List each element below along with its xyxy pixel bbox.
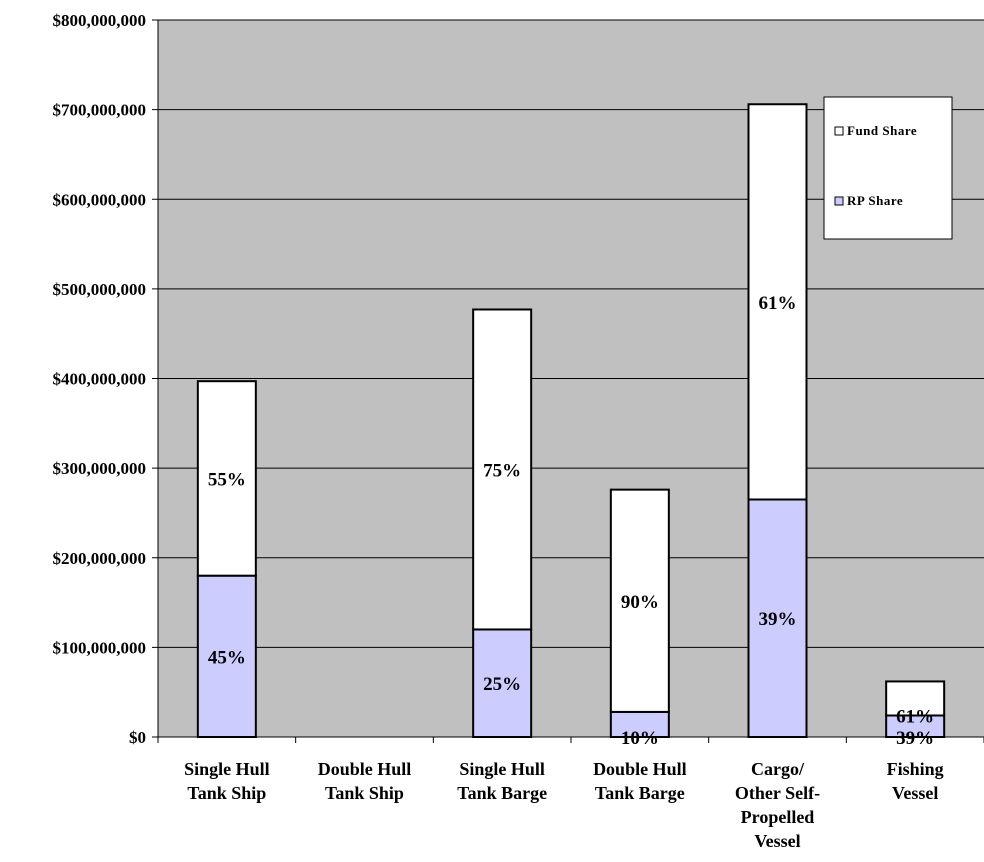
data-label-fund-share-3: 75%: [483, 460, 521, 481]
x-category-label: Double Hull: [318, 759, 412, 779]
bar-fund-share-4: [609, 488, 670, 713]
x-category-label: Fishing: [887, 759, 944, 779]
y-tick-label: $400,000,000: [53, 370, 147, 389]
bar-fund-share-3: [472, 308, 533, 631]
legend: Fund Share RP Share: [823, 96, 953, 240]
y-tick-label: $500,000,000: [53, 280, 147, 299]
x-category-label: Tank Ship: [325, 783, 404, 803]
bar-fund-share-6: [885, 680, 946, 717]
x-category-label: Double Hull: [593, 759, 687, 779]
legend-box: [823, 96, 953, 240]
legend-swatch-fund-share: [834, 126, 844, 136]
x-category-label: Vessel: [892, 783, 938, 803]
bar-fund-share-1: [196, 380, 257, 577]
x-category-labels: Single Hull Tank Ship Double Hull Tank Ship…: [184, 759, 944, 851]
y-tick-label: $200,000,000: [53, 549, 147, 568]
x-category-label: Tank Barge: [595, 783, 685, 803]
bar-rp-share-5: [747, 498, 808, 738]
bar-fund-share-5: [747, 103, 808, 501]
y-tick-label: $600,000,000: [53, 190, 147, 209]
data-label-fund-share-6: 61%: [896, 706, 934, 727]
x-category-label: Propelled: [741, 807, 815, 827]
x-category-label: Vessel: [754, 831, 800, 851]
data-label-rp-share-1: 45%: [208, 647, 246, 668]
x-category-label: Tank Ship: [187, 783, 266, 803]
data-label-fund-share-4: 90%: [621, 592, 659, 613]
y-tick-label: $300,000,000: [53, 459, 147, 478]
x-category-label: Other Self-: [735, 783, 820, 803]
data-label-rp-share-5: 39%: [759, 609, 797, 630]
data-label-rp-share-4: 10%: [621, 728, 659, 749]
y-tick-label: $0: [129, 728, 146, 747]
bars: 45%55%25%75%10%90%39%61%39%61%: [196, 103, 946, 749]
legend-label-fund-share: Fund Share: [847, 123, 917, 138]
x-category-label: Single Hull: [184, 759, 270, 779]
data-label-fund-share-5: 61%: [759, 293, 797, 314]
y-tick-labels: $0 $100,000,000 $200,000,000 $300,000,000 $4…: [53, 11, 158, 747]
y-tick-label: $100,000,000: [53, 638, 147, 657]
x-category-label: Tank Barge: [457, 783, 547, 803]
legend-swatch-rp-share: [834, 196, 844, 206]
bar-rp-share-1: [196, 574, 257, 738]
y-tick-label: $700,000,000: [53, 101, 147, 120]
y-tick-label: $800,000,000: [53, 11, 147, 30]
data-label-fund-share-1: 55%: [208, 469, 246, 490]
data-label-rp-share-6: 39%: [896, 728, 934, 749]
x-category-label: Cargo/: [751, 759, 805, 779]
x-category-label: Single Hull: [459, 759, 545, 779]
bar-rp-share-3: [472, 628, 533, 739]
legend-label-rp-share: RP Share: [847, 193, 903, 208]
data-label-rp-share-3: 25%: [483, 674, 521, 695]
